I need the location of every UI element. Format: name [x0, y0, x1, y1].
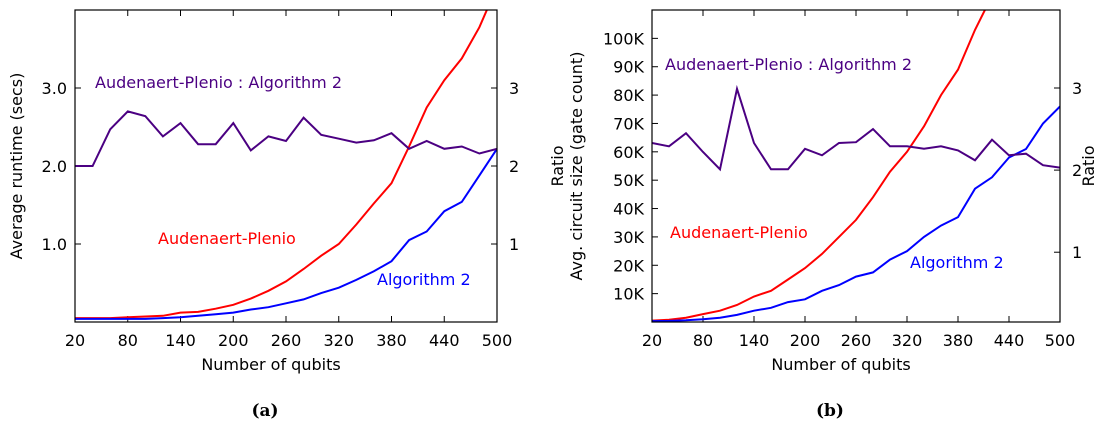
x-tick-label: 200 — [790, 331, 821, 350]
y2-tick-label: 3 — [509, 79, 519, 98]
y2-axis-label: Ratio — [1079, 145, 1098, 186]
x-axis-label: Number of qubits — [201, 355, 340, 374]
y2-tick-label: 1 — [1072, 243, 1082, 262]
y-axis-label: Average runtime (secs) — [7, 73, 26, 260]
x-tick-label: 320 — [323, 331, 354, 350]
y-tick-label: 70K — [613, 114, 644, 133]
series-line — [75, 110, 497, 167]
y2-tick-label: 1 — [509, 235, 519, 254]
y-tick-label: 50K — [613, 171, 644, 190]
x-tick-label: 20 — [65, 331, 85, 350]
y-tick-label: 60K — [613, 143, 644, 162]
y-tick-label: 1.0 — [42, 235, 67, 254]
x-tick-label: 500 — [1045, 331, 1076, 350]
y-tick-label: 100K — [603, 29, 645, 48]
caption: (b) — [816, 401, 844, 421]
y2-tick-label: 3 — [1072, 79, 1082, 98]
plot-frame — [74, 9, 498, 323]
x-tick-label: 260 — [841, 331, 872, 350]
y-axis-label: Avg. circuit size (gate count) — [567, 52, 586, 281]
annotation: Algorithm 2 — [910, 253, 1004, 272]
x-tick-label: 200 — [218, 331, 249, 350]
y-tick-label: 40K — [613, 200, 644, 219]
x-tick-label: 500 — [482, 331, 513, 350]
plot-frame — [651, 9, 1061, 323]
x-tick-label: 20 — [642, 331, 662, 350]
x-tick-label: 440 — [429, 331, 460, 350]
annotation: Audenaert-Plenio — [670, 223, 808, 242]
series-line — [75, 148, 497, 320]
series-line — [652, 84, 1060, 172]
y-tick-label: 30K — [613, 228, 644, 247]
x-tick-label: 80 — [693, 331, 713, 350]
x-tick-label: 140 — [165, 331, 196, 350]
y-tick-label: 10K — [613, 285, 644, 304]
x-tick-label: 80 — [118, 331, 138, 350]
annotation: Audenaert-Plenio : Algorithm 2 — [95, 73, 342, 92]
x-tick-label: 320 — [892, 331, 923, 350]
chart: 20 80 140 200 260 320 380 440 500 10K 20K 30K 40K 50K… — [567, 9, 1098, 421]
y-tick-label: 2.0 — [42, 157, 67, 176]
series-line — [652, 10, 987, 322]
y2-tick-label: 2 — [1072, 161, 1082, 180]
y-tick-label: 3.0 — [42, 79, 67, 98]
y2-axis-label: Ratio — [548, 145, 567, 186]
x-tick-label: 380 — [376, 331, 407, 350]
annotation: Audenaert-Plenio — [158, 229, 296, 248]
x-tick-label: 140 — [739, 331, 770, 350]
annotation: Audenaert-Plenio : Algorithm 2 — [665, 55, 912, 74]
chart: 20 80 140 200 260 320 380 440 500 1.0 2.0 3.0 1 2 3 Aud… — [7, 9, 567, 421]
x-tick-label: 260 — [271, 331, 302, 350]
y-tick-label: 20K — [613, 256, 644, 275]
y-tick-label: 80K — [613, 86, 644, 105]
y2-tick-label: 2 — [509, 157, 519, 176]
series-line — [75, 10, 488, 320]
x-tick-label: 380 — [943, 331, 974, 350]
caption: (a) — [251, 401, 278, 421]
x-axis-label: Number of qubits — [771, 355, 910, 374]
y-tick-label: 90K — [613, 58, 644, 77]
series-line — [652, 105, 1060, 322]
x-tick-label: 440 — [994, 331, 1025, 350]
annotation: Algorithm 2 — [377, 270, 471, 289]
